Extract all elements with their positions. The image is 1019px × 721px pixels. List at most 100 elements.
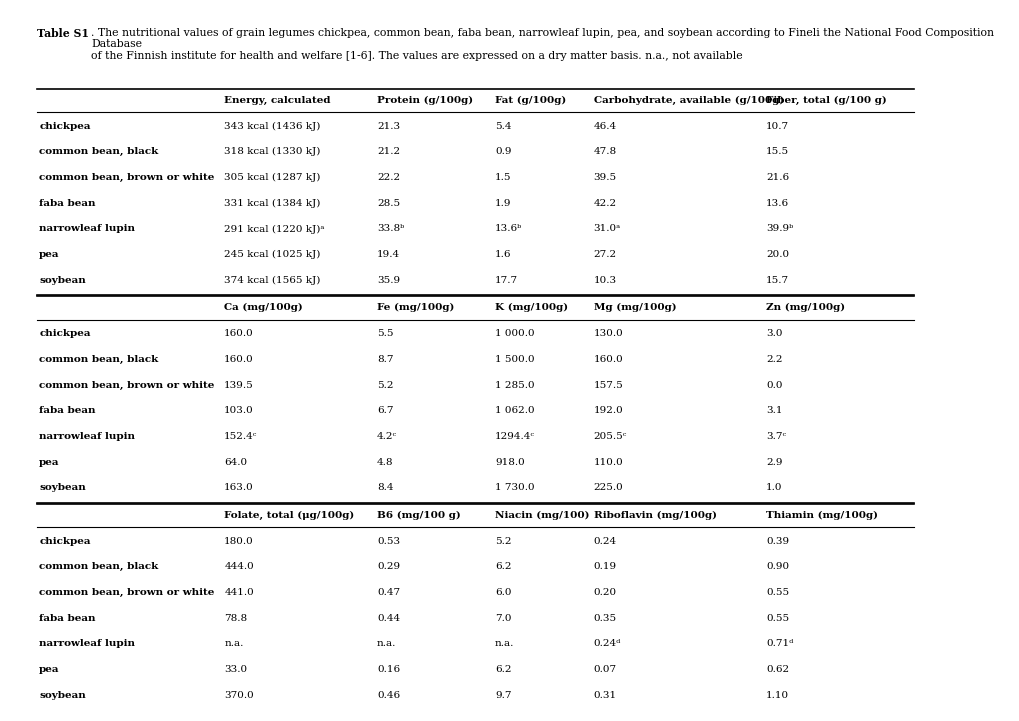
Text: 0.24ᵈ: 0.24ᵈ	[593, 640, 621, 648]
Text: faba bean: faba bean	[39, 614, 96, 623]
Text: 1 285.0: 1 285.0	[494, 381, 534, 389]
Text: . The nutritional values of grain legumes chickpea, common bean, faba bean, narr: . The nutritional values of grain legume…	[92, 27, 994, 61]
Text: Folate, total (μg/100g): Folate, total (μg/100g)	[224, 510, 355, 520]
Text: Thiamin (mg/100g): Thiamin (mg/100g)	[765, 510, 877, 520]
Text: 225.0: 225.0	[593, 483, 623, 492]
Text: pea: pea	[39, 250, 60, 259]
Text: 0.47: 0.47	[376, 588, 399, 597]
Text: 10.7: 10.7	[765, 122, 789, 131]
Text: common bean, brown or white: common bean, brown or white	[39, 173, 214, 182]
Text: Mg (mg/100g): Mg (mg/100g)	[593, 304, 676, 312]
Text: 19.4: 19.4	[376, 250, 399, 259]
Text: K (mg/100g): K (mg/100g)	[494, 304, 568, 312]
Text: 160.0: 160.0	[593, 355, 623, 364]
Text: 3.1: 3.1	[765, 406, 782, 415]
Text: chickpea: chickpea	[39, 329, 91, 338]
Text: 318 kcal (1330 kJ): 318 kcal (1330 kJ)	[224, 147, 320, 156]
Text: 0.19: 0.19	[593, 562, 616, 571]
Text: 0.44: 0.44	[376, 614, 399, 623]
Text: 13.6: 13.6	[765, 199, 789, 208]
Text: 21.2: 21.2	[376, 147, 399, 156]
Text: 331 kcal (1384 kJ): 331 kcal (1384 kJ)	[224, 199, 320, 208]
Text: 291 kcal (1220 kJ)ᵃ: 291 kcal (1220 kJ)ᵃ	[224, 224, 324, 234]
Text: 4.2ᶜ: 4.2ᶜ	[376, 432, 396, 441]
Text: 2.9: 2.9	[765, 458, 782, 466]
Text: 13.6ᵇ: 13.6ᵇ	[494, 224, 522, 234]
Text: 444.0: 444.0	[224, 562, 254, 571]
Text: 27.2: 27.2	[593, 250, 616, 259]
Text: narrowleaf lupin: narrowleaf lupin	[39, 640, 136, 648]
Text: 0.20: 0.20	[593, 588, 616, 597]
Text: 374 kcal (1565 kJ): 374 kcal (1565 kJ)	[224, 276, 320, 285]
Text: Carbohydrate, available (g/100g): Carbohydrate, available (g/100g)	[593, 96, 783, 105]
Text: 110.0: 110.0	[593, 458, 623, 466]
Text: 0.39: 0.39	[765, 536, 789, 546]
Text: 157.5: 157.5	[593, 381, 623, 389]
Text: 0.0: 0.0	[765, 381, 782, 389]
Text: B6 (mg/100 g): B6 (mg/100 g)	[376, 510, 461, 520]
Text: 7.0: 7.0	[494, 614, 512, 623]
Text: 4.8: 4.8	[376, 458, 393, 466]
Text: 10.3: 10.3	[593, 276, 616, 285]
Text: 370.0: 370.0	[224, 691, 254, 700]
Text: 0.31: 0.31	[593, 691, 616, 700]
Text: Niacin (mg/100): Niacin (mg/100)	[494, 510, 589, 520]
Text: chickpea: chickpea	[39, 122, 91, 131]
Text: soybean: soybean	[39, 276, 86, 285]
Text: 160.0: 160.0	[224, 355, 254, 364]
Text: 22.2: 22.2	[376, 173, 399, 182]
Text: 245 kcal (1025 kJ): 245 kcal (1025 kJ)	[224, 250, 320, 260]
Text: 1 062.0: 1 062.0	[494, 406, 534, 415]
Text: 0.62: 0.62	[765, 665, 789, 674]
Text: 1294.4ᶜ: 1294.4ᶜ	[494, 432, 535, 441]
Text: soybean: soybean	[39, 691, 86, 700]
Text: 0.16: 0.16	[376, 665, 399, 674]
Text: Fat (g/100g): Fat (g/100g)	[494, 96, 566, 105]
Text: Table S1: Table S1	[38, 27, 90, 38]
Text: 1 730.0: 1 730.0	[494, 483, 534, 492]
Text: 0.71ᵈ: 0.71ᵈ	[765, 640, 793, 648]
Text: 6.2: 6.2	[494, 665, 512, 674]
Text: pea: pea	[39, 458, 60, 466]
Text: 3.0: 3.0	[765, 329, 782, 338]
Text: 46.4: 46.4	[593, 122, 616, 131]
Text: n.a.: n.a.	[224, 640, 244, 648]
Text: pea: pea	[39, 665, 60, 674]
Text: 39.5: 39.5	[593, 173, 616, 182]
Text: Fiber, total (g/100 g): Fiber, total (g/100 g)	[765, 96, 886, 105]
Text: common bean, black: common bean, black	[39, 562, 158, 571]
Text: 0.24: 0.24	[593, 536, 616, 546]
Text: Fe (mg/100g): Fe (mg/100g)	[376, 304, 453, 312]
Text: 2.2: 2.2	[765, 355, 782, 364]
Text: Riboflavin (mg/100g): Riboflavin (mg/100g)	[593, 510, 716, 520]
Text: 192.0: 192.0	[593, 406, 623, 415]
Text: 139.5: 139.5	[224, 381, 254, 389]
Text: common bean, brown or white: common bean, brown or white	[39, 381, 214, 389]
Text: 33.8ᵇ: 33.8ᵇ	[376, 224, 404, 234]
Text: 33.0: 33.0	[224, 665, 247, 674]
Text: 0.29: 0.29	[376, 562, 399, 571]
Text: 15.7: 15.7	[765, 276, 789, 285]
Text: Zn (mg/100g): Zn (mg/100g)	[765, 304, 845, 312]
Text: 163.0: 163.0	[224, 483, 254, 492]
Text: 21.6: 21.6	[765, 173, 789, 182]
Text: 0.90: 0.90	[765, 562, 789, 571]
Text: common bean, black: common bean, black	[39, 147, 158, 156]
Text: n.a.: n.a.	[376, 640, 395, 648]
Text: 1.6: 1.6	[494, 250, 512, 259]
Text: 441.0: 441.0	[224, 588, 254, 597]
Text: 39.9ᵇ: 39.9ᵇ	[765, 224, 793, 234]
Text: 918.0: 918.0	[494, 458, 525, 466]
Text: chickpea: chickpea	[39, 536, 91, 546]
Text: 5.4: 5.4	[494, 122, 512, 131]
Text: n.a.: n.a.	[494, 640, 514, 648]
Text: 35.9: 35.9	[376, 276, 399, 285]
Text: 0.46: 0.46	[376, 691, 399, 700]
Text: 15.5: 15.5	[765, 147, 789, 156]
Text: 0.07: 0.07	[593, 665, 616, 674]
Text: 28.5: 28.5	[376, 199, 399, 208]
Text: 5.2: 5.2	[494, 536, 512, 546]
Text: common bean, brown or white: common bean, brown or white	[39, 588, 214, 597]
Text: 103.0: 103.0	[224, 406, 254, 415]
Text: 0.55: 0.55	[765, 588, 789, 597]
